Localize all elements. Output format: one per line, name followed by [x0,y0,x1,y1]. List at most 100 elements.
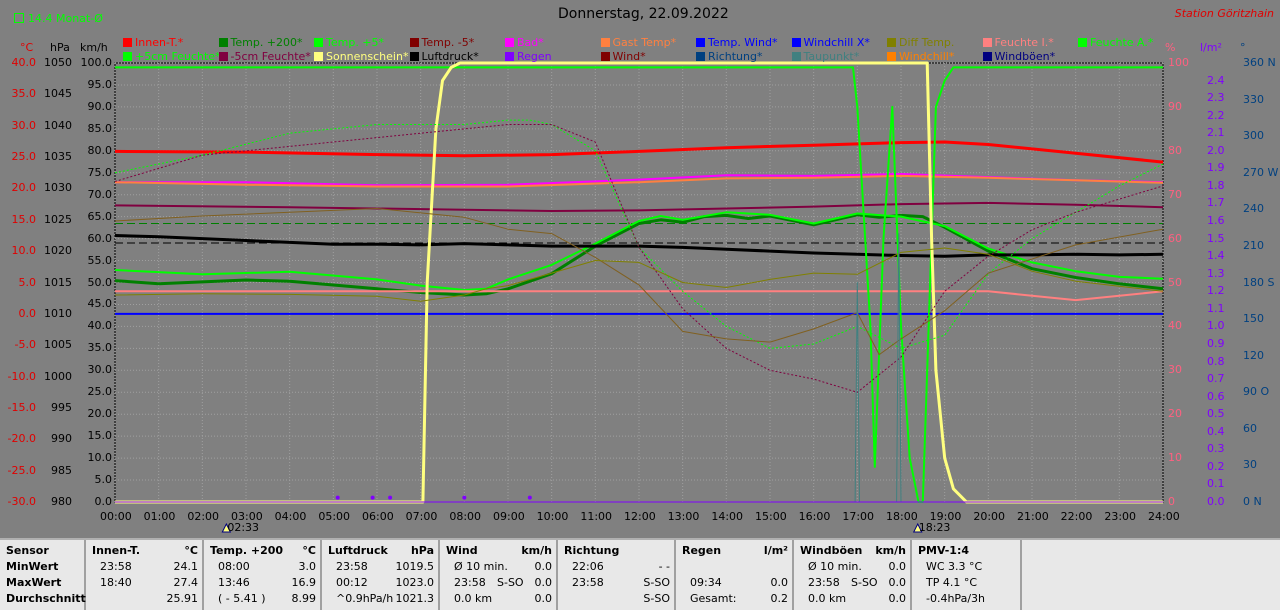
kmh-tick-label: 15.0 [87,429,113,443]
time-tick-label: 14:00 [711,510,744,523]
stats-column: Richtung 22:06 - - 23:58 S-SO S-SO [558,540,676,610]
legend-label: Windchill X* [803,36,870,49]
series-temp-5 [114,201,1164,212]
stats-cell: 1021.3 [395,592,435,605]
stats-header-title: Regen [682,544,722,557]
rain-marker [388,495,393,500]
percent-tick-label: 0 [1168,495,1175,508]
unit-percent: % [1165,41,1176,54]
legend-swatch [791,52,801,61]
legend-item: Windchill X* [791,31,870,50]
stats-cell: 0.0 [888,560,907,573]
stats-cell: 25.91 [166,592,199,605]
hpa-tick-label: 1010 [44,306,72,320]
legend-swatch [505,52,514,61]
percent-tick-label: 60 [1168,231,1182,245]
stats-cell: Ø 10 min. [454,560,508,573]
direction-tick-label: 150 [1243,312,1264,326]
station-name: Station Göritzhain [1174,7,1274,20]
legend-item: Temp. Wind* [696,31,777,50]
legend-item: Temp. +200* [218,31,303,50]
kmh-tick-label: 60.0 [87,231,113,245]
legend-swatch [600,38,610,47]
time-tick-label: 08:00 [449,510,482,523]
percent-tick-label: 90 [1168,99,1182,113]
time-tick-label: 23:00 [1104,510,1137,523]
unit-hpa: hPa [50,41,70,54]
kmh-tick-label: 30.0 [87,363,113,377]
rain-tick-label: 1.3 [1207,266,1225,280]
legend-item: -5cm Feuchte* [218,45,311,64]
percent-tick-label: 10 [1168,451,1182,465]
hpa-tick-label: 1000 [44,369,72,383]
stats-cell: Durchschnitt [6,592,86,605]
stats-cell: 8.99 [291,592,317,605]
stats-cell: WC 3.3 °C [926,560,983,573]
stats-cell: 23:58 [454,576,486,589]
series-sonnenschein [115,61,1163,504]
stats-header-title: PMV-1:4 [918,544,969,557]
legend-label: +5cm Feuchte* [135,50,221,63]
stats-cell: 13:46 [218,576,250,589]
stats-column: PMV-1:4 WC 3.3 °C TP 4.1 °C -0.4hPa/3h [912,540,1022,610]
kmh-tick-label: 5.0 [94,473,113,487]
legend-label: Innen-T.* [135,36,184,49]
stats-cell: 08:00 [218,560,250,573]
hpa-tick-label: 990 [51,432,72,446]
kmh-tick-label: 90.0 [87,99,113,113]
month-average-label: 14.4 Monat-Ø [28,12,103,25]
stats-cell: S-SO [497,576,524,589]
stats-cell: 22:06 [572,560,604,573]
stats-header-title: Windböen [800,544,863,557]
hpa-tick-label: 985 [51,463,72,477]
rain-tick-label: 2.3 [1207,91,1225,105]
rain-tick-label: 1.1 [1207,301,1225,315]
direction-tick-label: 30 [1243,458,1257,472]
stats-column: Regen l/m² 09:34 0.0 Gesamt: 0.2 [676,540,794,610]
celsius-tick-label: -15.0 [7,400,36,414]
kmh-tick-label: 75.0 [87,165,113,179]
time-tick-label: 24:00 [1148,510,1180,523]
stats-cell: -0.4hPa/3h [926,592,985,605]
rain-tick-label: 1.4 [1207,249,1225,263]
time-tick-label: 13:00 [667,510,700,523]
stats-column: Luftdruck hPa 23:58 1019.5 00:12 1023.0 ^0.9hP… [322,540,440,610]
stats-cell: - - [658,560,670,573]
stats-cell: 0.2 [770,592,789,605]
celsius-tick-label: 30.0 [11,118,37,132]
stats-cell: 23:58 [336,560,368,573]
legend-label: Sonnenschein* [326,50,409,63]
direction-tick-label: 120 [1243,348,1264,362]
series-5cm-feuchte [114,119,1164,349]
time-tick-label: 01:00 [143,510,176,523]
legend-label: Bad* [517,36,544,49]
series-temp-5 [114,211,1164,291]
celsius-tick-label: -25.0 [7,463,36,477]
legend-label: Windböen* [994,50,1056,63]
hpa-tick-label: 1005 [44,338,72,352]
rain-tick-label: 0.5 [1207,407,1225,421]
legend-item: Gast Temp* [600,31,676,50]
celsius-tick-label: 25.0 [11,150,37,164]
legend-label: Luftdruck* [421,50,479,63]
hpa-tick-label: 1035 [44,150,72,164]
hpa-tick-label: 1020 [44,244,72,258]
legend-swatch [600,52,610,61]
stats-cell: MaxWert [6,576,62,589]
stats-cell: 3.0 [298,560,317,573]
stats-cell: 09:34 [690,576,722,589]
legend-label: Temp. -5* [421,36,475,49]
time-tick-label: 19:00 [929,510,962,523]
kmh-tick-label: 80.0 [87,143,113,157]
kmh-tick-label: 65.0 [87,209,113,223]
stats-header-unit: °C [184,544,198,557]
stats-cell: TP 4.1 °C [926,576,978,589]
legend-swatch [123,52,132,61]
legend-label: Wind* [612,50,646,63]
direction-tick-label: 180 S [1243,275,1275,289]
legend-item: Feuchte A.* [1078,31,1153,50]
percent-tick-label: 20 [1168,407,1182,421]
percent-tick-label: 100 [1168,56,1189,69]
legend-item: Feuchte I.* [982,31,1054,50]
hpa-tick-label: 1030 [44,181,72,195]
